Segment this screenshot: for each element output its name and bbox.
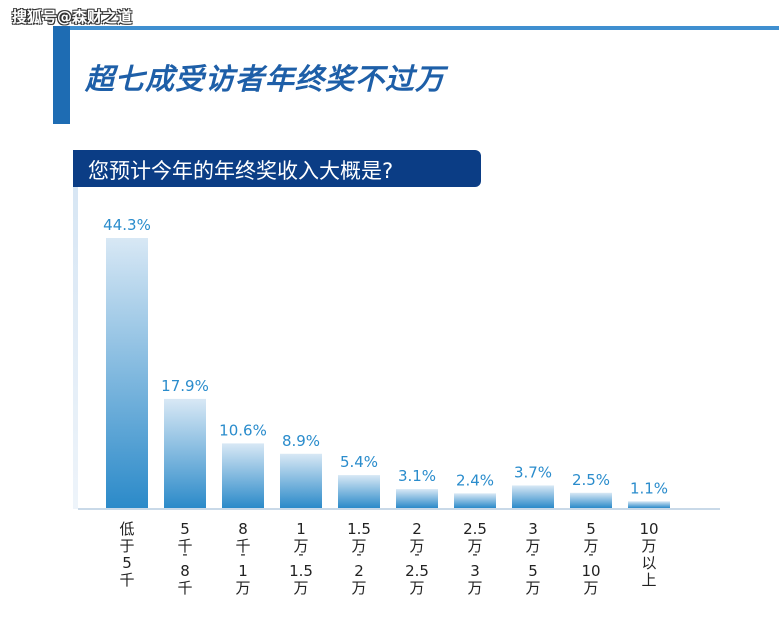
question-text: 您预计今年的年终奖收入大概是? [88,159,394,183]
bar [454,493,496,508]
bar-value-label: 1.1% [630,479,668,497]
bar-value-label: 2.5% [572,471,610,489]
bar [164,398,206,508]
bar-value-label: 5.4% [340,453,378,471]
bar-value-label: 10.6% [219,421,267,439]
bar [338,475,380,508]
category-label: 2.5 万-3 万 [463,520,487,597]
title-accent-bar [53,26,70,124]
watermark: 搜狐号@森财之道 [12,8,133,26]
bar-value-label: 44.3% [103,216,151,234]
category-label: 2 万-2.5 万 [405,520,429,597]
bar [628,501,670,508]
left-fade-strip [73,187,78,509]
category-label: 1 万-1.5 万 [289,520,313,597]
category-label: 8 千-1 万 [235,520,250,597]
bar [512,485,554,508]
bar [396,489,438,508]
category-label: 1.5 万-2 万 [347,520,371,597]
category-label: 3 万-5 万 [525,520,540,597]
bar-value-label: 3.1% [398,467,436,485]
bar-value-label: 8.9% [282,432,320,450]
title-top-line [53,26,779,30]
bar [280,453,322,508]
category-label: 10 万以上 [639,520,658,589]
category-label: 低于 5 千 [119,520,134,589]
category-label: 5 千-8 千 [177,520,192,597]
bar-value-label: 2.4% [456,471,494,489]
category-label: 5 万-10 万 [581,520,600,597]
bar-value-label: 3.7% [514,463,552,481]
bar-value-label: 17.9% [161,377,209,395]
question-banner [73,150,481,187]
bar [570,492,612,508]
chart-title: 超七成受访者年终奖不过万 [85,62,446,96]
bar [106,238,148,508]
bar [222,443,264,508]
